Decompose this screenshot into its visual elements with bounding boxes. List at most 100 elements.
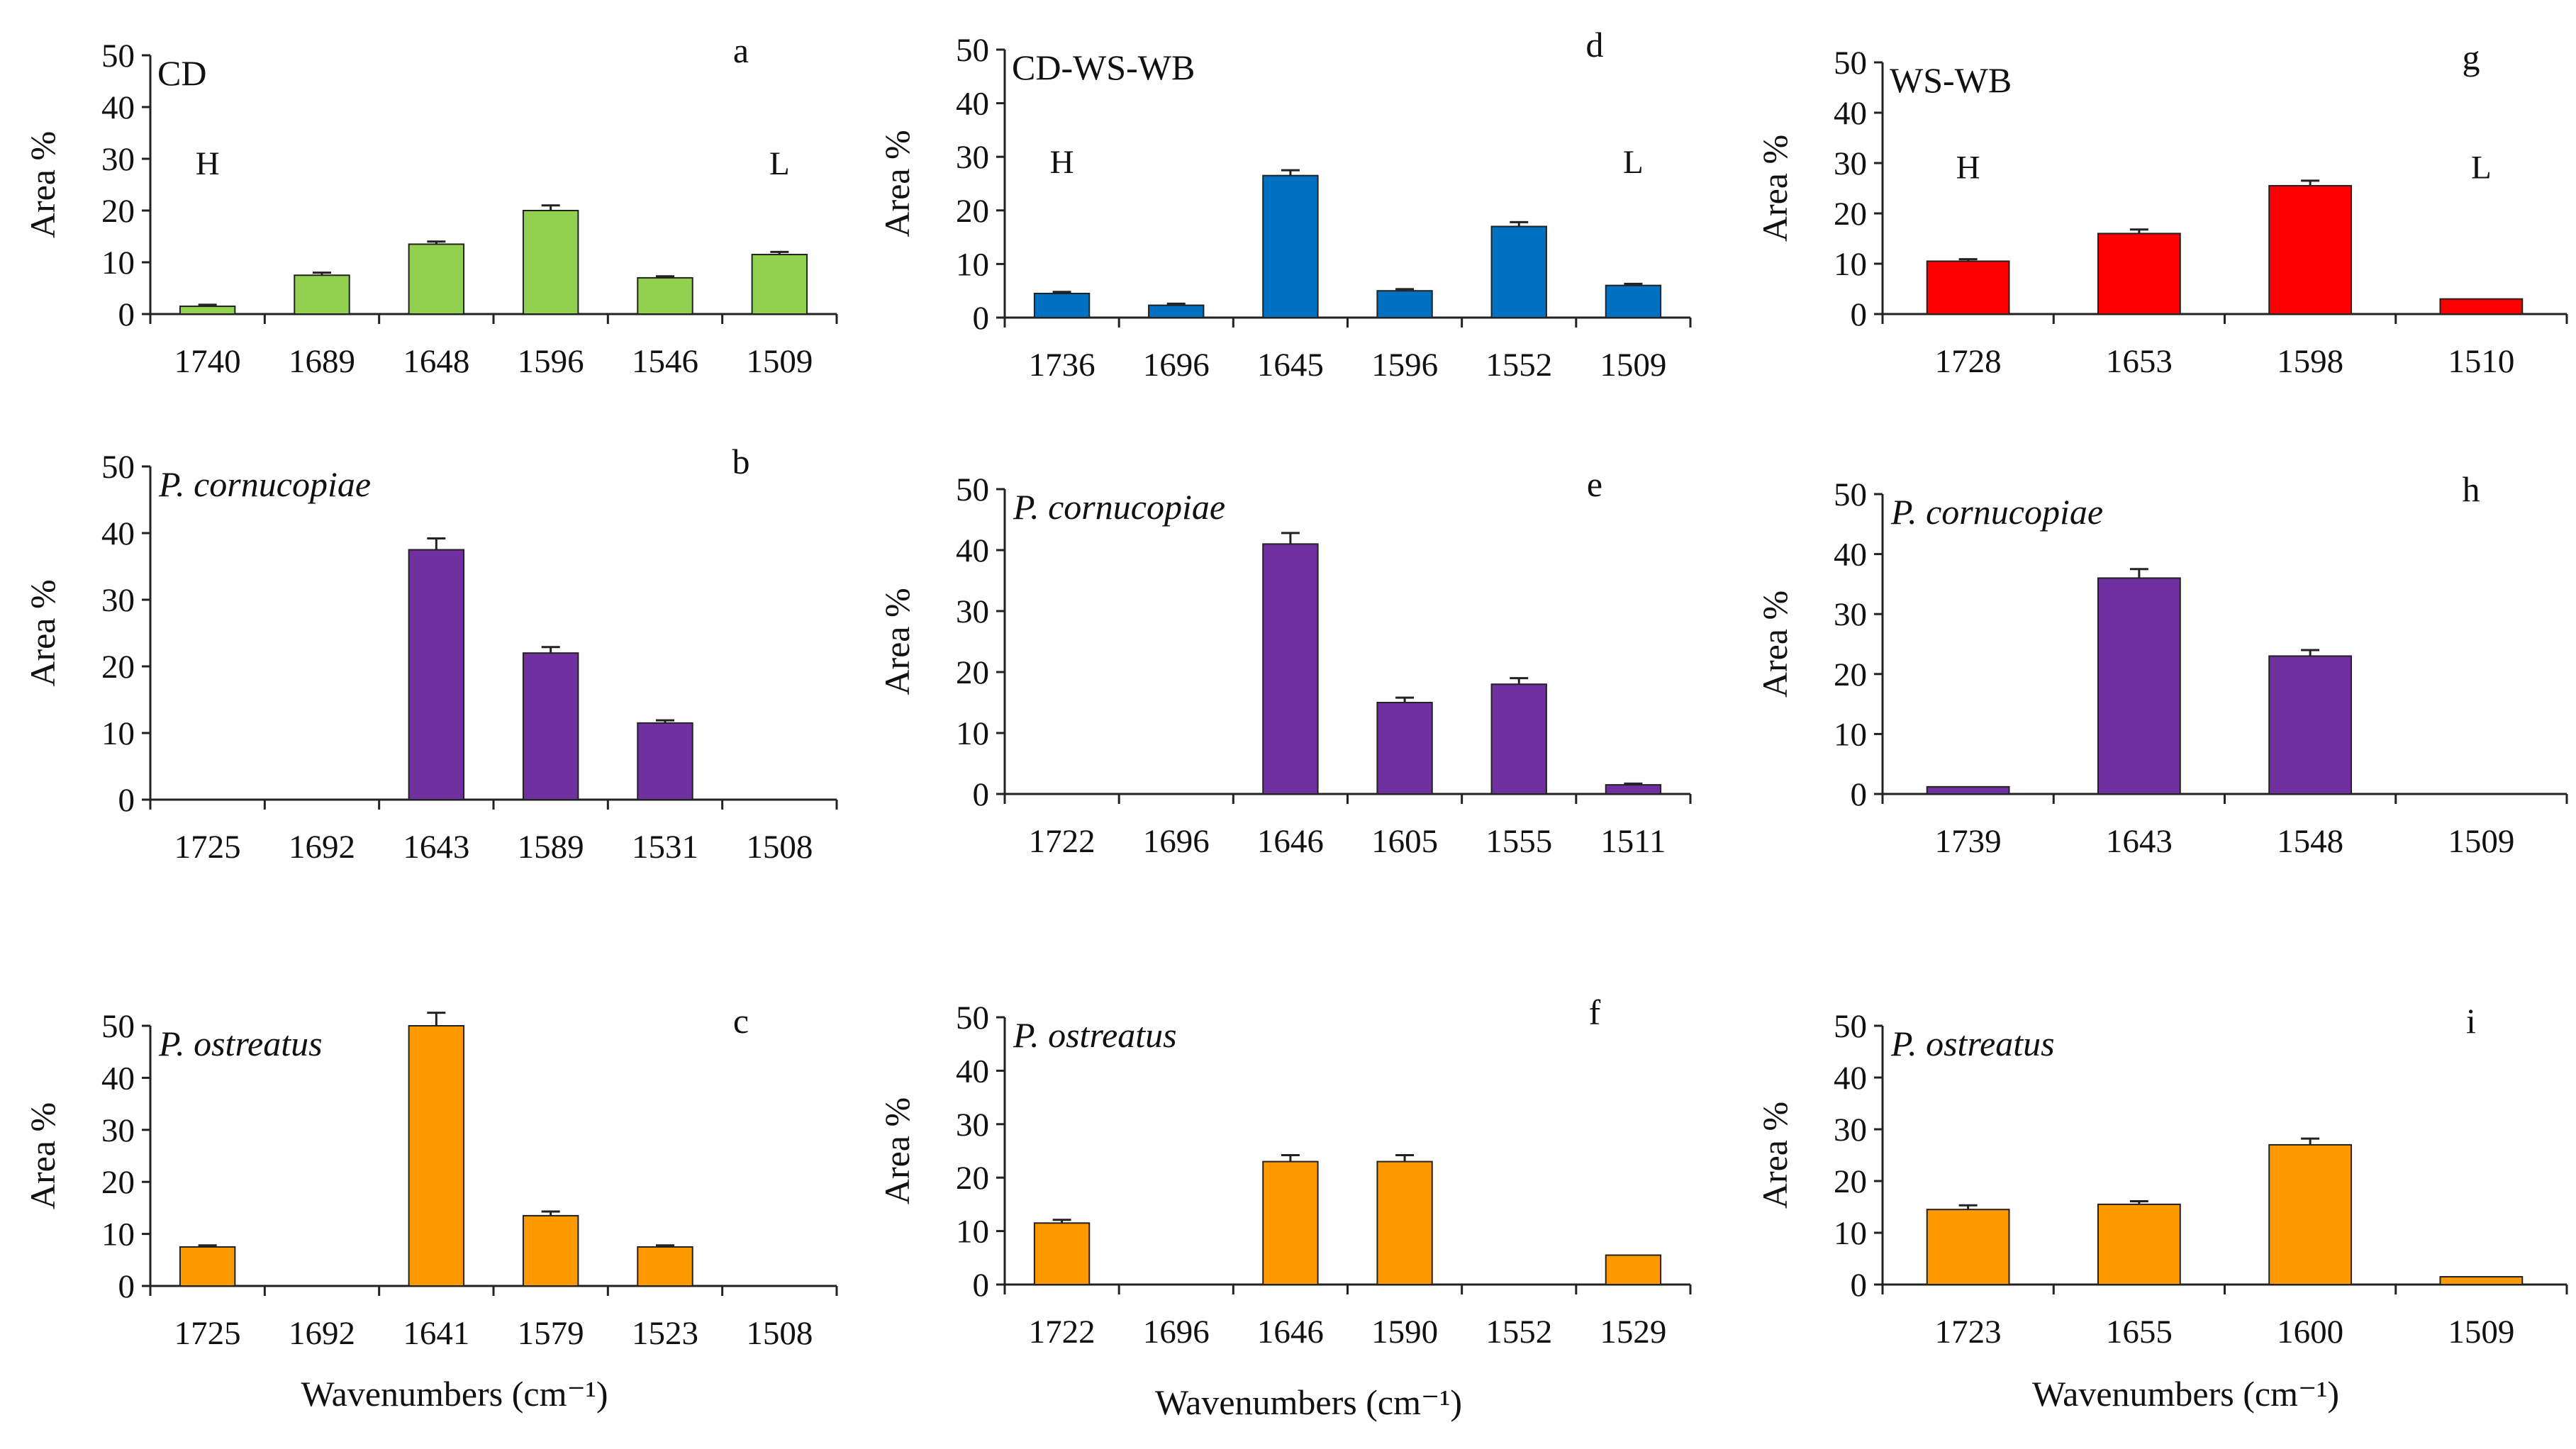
y-tick-label: 30 (1834, 145, 1867, 182)
x-tick-label: 1655 (2106, 1314, 2173, 1350)
y-tick-label: 30 (956, 1107, 989, 1143)
high-marker: H (196, 145, 220, 182)
x-tick-label: 1596 (518, 343, 584, 380)
panel-h: 0 10 20 30 40 50 1739 1643 1548 1509 Area % P. corn… (1755, 469, 2568, 860)
panel-title: P. ostreatus (1890, 1024, 2055, 1063)
high-marker: H (1956, 149, 1980, 186)
y-tick-label: 40 (956, 86, 989, 123)
bar (2439, 298, 2524, 315)
y-tick-label: 10 (1834, 246, 1867, 283)
y-tick-label: 50 (956, 32, 989, 69)
panel-letter: e (1587, 464, 1602, 504)
panel-title: CD-WS-WB (1012, 47, 1195, 87)
x-tick-label: 1508 (746, 829, 813, 866)
panel-title: P. cornucopiae (1890, 492, 2103, 532)
y-tick-label: 0 (118, 782, 135, 819)
panel-letter: h (2463, 469, 2480, 509)
y-tick-label: 40 (1834, 537, 1867, 574)
x-tick-label: 1645 (1257, 347, 1324, 384)
y-tick-label: 0 (973, 776, 990, 813)
bar (408, 243, 465, 315)
y-tick-label: 20 (101, 649, 135, 686)
bar (2097, 1203, 2181, 1285)
x-tick-label: 1552 (1485, 347, 1552, 384)
y-tick-label: 20 (956, 654, 989, 691)
y-tick-label: 0 (973, 1267, 990, 1304)
y-tick-label: 10 (101, 715, 135, 752)
y-tick-label: 20 (956, 193, 989, 230)
y-tick-label: 0 (118, 296, 135, 333)
panel-title: P. cornucopiae (1013, 487, 1225, 527)
x-tick-label: 1643 (2106, 823, 2173, 860)
y-tick-label: 20 (101, 193, 135, 230)
panel-title: CD (157, 53, 206, 93)
x-tick-label: 1509 (746, 343, 813, 380)
y-tick-label: 30 (101, 582, 135, 619)
y-tick-label: 30 (101, 1112, 135, 1149)
panel-title: P. ostreatus (1013, 1015, 1177, 1055)
y-tick-label: 50 (1834, 1008, 1867, 1045)
bar (1262, 174, 1319, 318)
y-tick-label: 50 (101, 1008, 135, 1045)
y-axis-label: Area % (1755, 1102, 1795, 1209)
x-axis-label: Wavenumbers (cm⁻¹) (2032, 1374, 2339, 1414)
y-tick-label: 40 (1834, 95, 1867, 132)
bar (1926, 785, 2010, 795)
x-tick-label: 1723 (1935, 1314, 2002, 1350)
x-tick-label: 1589 (518, 829, 584, 866)
panel-f: 0 10 20 30 40 50 1722 1696 1646 1590 1552 1529 Area … (877, 992, 1692, 1422)
x-tick-label: 1648 (403, 343, 469, 380)
panel-letter: d (1586, 25, 1604, 65)
y-axis-label: Area % (1755, 135, 1795, 242)
bar (1605, 1254, 1662, 1286)
bar (1262, 543, 1319, 795)
y-tick-label: 10 (956, 715, 989, 752)
bar (1926, 260, 2010, 315)
y-tick-label: 0 (1851, 776, 1868, 813)
y-tick-label: 50 (956, 1000, 989, 1036)
bar (751, 254, 808, 315)
x-tick-label: 1696 (1143, 823, 1210, 860)
x-tick-label: 1692 (289, 829, 355, 866)
low-marker: L (769, 145, 790, 182)
x-tick-label: 1641 (403, 1315, 469, 1352)
bar (2097, 577, 2181, 795)
bar (522, 1214, 579, 1287)
y-axis-label: Area % (1755, 591, 1795, 698)
y-axis-label: Area % (877, 1097, 917, 1204)
bar (522, 652, 579, 801)
x-axis-label: Wavenumbers (cm⁻¹) (1155, 1382, 1462, 1422)
x-tick-label: 1596 (1371, 347, 1438, 384)
y-tick-label: 40 (956, 1053, 989, 1090)
bar (2268, 1143, 2353, 1286)
bar (637, 1246, 693, 1287)
y-tick-label: 50 (956, 471, 989, 508)
bar (1376, 1160, 1433, 1285)
y-axis-label: Area % (877, 588, 917, 695)
bar (2268, 184, 2353, 315)
y-tick-label: 20 (1834, 656, 1867, 693)
y-tick-label: 10 (956, 1214, 989, 1251)
bar (522, 210, 579, 315)
y-tick-label: 30 (956, 593, 989, 630)
x-tick-label: 1548 (2277, 823, 2343, 860)
bar (1605, 284, 1662, 319)
bar (408, 549, 465, 800)
y-tick-label: 0 (973, 300, 990, 337)
y-tick-label: 10 (101, 1216, 135, 1253)
x-tick-label: 1653 (2106, 343, 2173, 380)
low-marker: L (2471, 149, 2492, 186)
bar (1490, 683, 1547, 795)
bar (1926, 1209, 2010, 1286)
bar (1033, 292, 1091, 319)
bar (294, 274, 350, 315)
x-tick-label: 1509 (2448, 823, 2514, 860)
y-tick-label: 0 (1851, 296, 1868, 333)
bar (179, 1246, 236, 1287)
panel-letter: g (2463, 38, 2480, 77)
y-tick-label: 40 (101, 515, 135, 552)
panel-letter: a (733, 30, 749, 70)
x-tick-label: 1600 (2277, 1314, 2343, 1350)
panel-g: 0 10 20 30 40 50 1728 1653 1598 1510 Area % WS-WB g H… (1755, 38, 2568, 380)
